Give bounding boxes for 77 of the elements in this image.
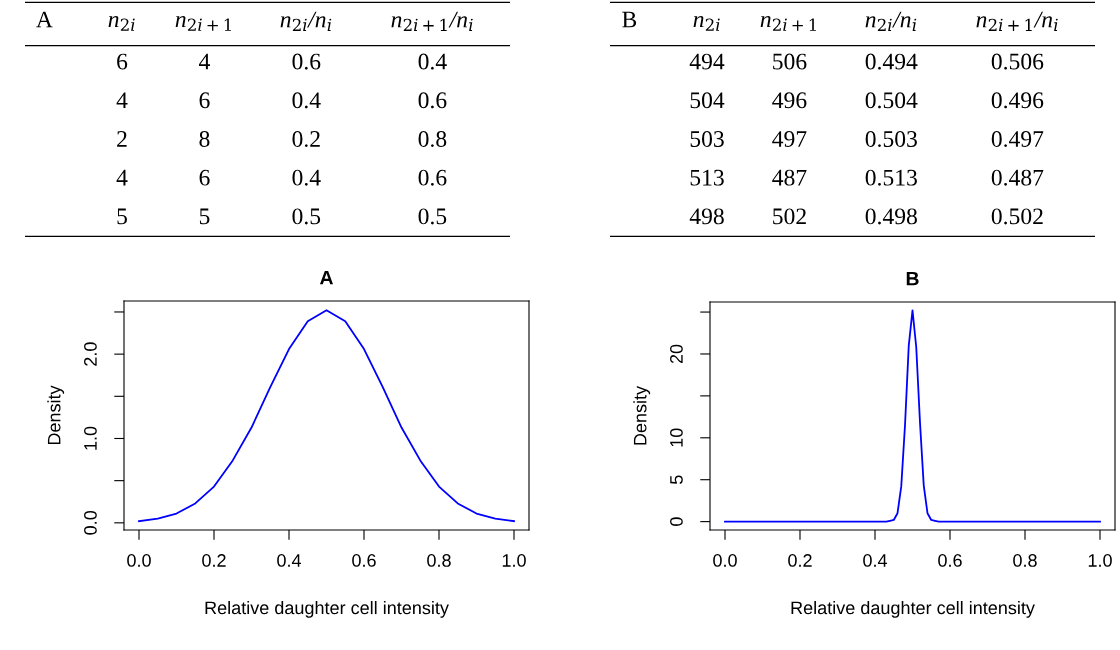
category-label: n$_{2i}$ bbox=[108, 15, 135, 31]
y-axis-title: Density bbox=[633, 385, 651, 445]
category-label: n$_{2i+1}$ bbox=[760, 15, 816, 31]
text: 506 bbox=[773, 53, 807, 70]
text: 0.5 bbox=[292, 208, 321, 225]
text: 0.5 bbox=[418, 208, 447, 225]
text: 0.504 bbox=[865, 92, 918, 109]
x-tick-label: 0.6 bbox=[352, 554, 376, 567]
y-tick-label: 10 bbox=[670, 428, 683, 447]
x-tick-label: 0.2 bbox=[202, 554, 226, 567]
text: 0.4 bbox=[292, 169, 321, 186]
x-tick-label: 1.0 bbox=[502, 554, 526, 567]
text: 6 bbox=[199, 92, 210, 109]
text: 0.513 bbox=[865, 169, 917, 186]
text: 496 bbox=[772, 92, 807, 109]
category-label: n$_{2i+1}$ bbox=[175, 15, 231, 31]
x-tick-label: 0.8 bbox=[427, 554, 451, 567]
text: 0.6 bbox=[418, 169, 447, 186]
text: 2 bbox=[117, 131, 127, 147]
text: 0.6 bbox=[418, 92, 447, 109]
text: 4 bbox=[199, 53, 210, 70]
text: 0.502 bbox=[991, 208, 1043, 225]
line-series bbox=[724, 309, 1101, 523]
text: 0.6 bbox=[292, 53, 321, 70]
text: 0.497 bbox=[991, 130, 1044, 148]
text: 0.4 bbox=[292, 92, 321, 109]
y-tick-label: 2.0 bbox=[84, 342, 97, 366]
x-tick-label: 0.4 bbox=[277, 554, 302, 567]
category-label: n$_{2i}$/n$_{i}$ bbox=[280, 11, 332, 31]
text: 0.498 bbox=[865, 208, 917, 225]
text: 487 bbox=[772, 169, 807, 186]
text: 0.494 bbox=[865, 53, 918, 70]
text: 0.506 bbox=[991, 53, 1044, 70]
y-tick-label: 0 bbox=[670, 517, 683, 526]
x-tick-label: 0.6 bbox=[938, 554, 962, 567]
chart-title: A bbox=[319, 270, 334, 285]
text: 497 bbox=[772, 131, 807, 147]
y-tick-label: 5 bbox=[670, 475, 683, 484]
text: 4 bbox=[116, 92, 128, 108]
x-tick-label: 0.2 bbox=[788, 554, 812, 567]
x-tick-label: 0.0 bbox=[713, 554, 737, 567]
x-tick-label: 0.4 bbox=[863, 554, 888, 567]
x-tick-label: 0.8 bbox=[1013, 554, 1037, 567]
category-label: n$_{2i}$ bbox=[693, 15, 720, 31]
category-label: n$_{2i+1}$/n$_{i}$ bbox=[391, 11, 473, 31]
y-tick-label: 20 bbox=[670, 344, 683, 364]
x-axis-title: Relative daughter cell intensity bbox=[205, 601, 449, 618]
text: 502 bbox=[773, 208, 806, 225]
text: 6 bbox=[117, 53, 128, 70]
text: 5 bbox=[199, 208, 210, 225]
y-axis-title: Density bbox=[47, 385, 65, 445]
line-series bbox=[138, 309, 515, 523]
text: A bbox=[36, 11, 53, 28]
category-label: n$_{2i+1}$/n$_{i}$ bbox=[976, 11, 1058, 31]
text: 4 bbox=[116, 169, 128, 186]
text: 504 bbox=[690, 92, 725, 109]
text: 0.2 bbox=[292, 130, 320, 148]
text: 8 bbox=[199, 130, 210, 147]
text: 0.487 bbox=[991, 169, 1044, 186]
text: 5 bbox=[117, 208, 127, 225]
text: 503 bbox=[690, 130, 724, 147]
x-tick-label: 1.0 bbox=[1088, 554, 1112, 567]
text: 498 bbox=[689, 208, 724, 225]
text: 0.496 bbox=[991, 92, 1044, 109]
text: 513 bbox=[690, 169, 724, 186]
text: 0.503 bbox=[865, 130, 917, 148]
text: 0.4 bbox=[418, 53, 447, 70]
text: B bbox=[622, 11, 637, 28]
x-tick-label: 0.0 bbox=[127, 554, 151, 567]
text: 0.8 bbox=[418, 130, 447, 148]
chart-title: B bbox=[906, 271, 919, 286]
x-axis-title: Relative daughter cell intensity bbox=[791, 601, 1035, 618]
text: 6 bbox=[199, 169, 210, 186]
y-tick-label: 0.0 bbox=[84, 510, 97, 535]
text: 494 bbox=[689, 53, 725, 70]
category-label: n$_{2i}$/n$_{i}$ bbox=[865, 11, 917, 31]
y-tick-label: 1.0 bbox=[84, 426, 97, 450]
